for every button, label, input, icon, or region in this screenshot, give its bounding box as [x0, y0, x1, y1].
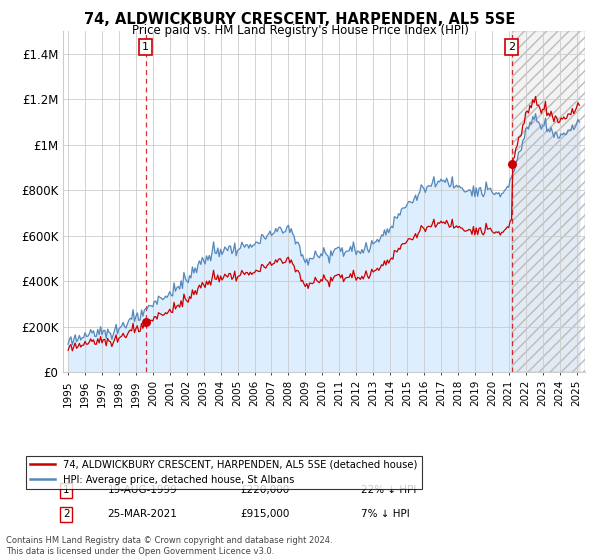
Text: 22% ↓ HPI: 22% ↓ HPI: [361, 486, 416, 495]
Text: Price paid vs. HM Land Registry's House Price Index (HPI): Price paid vs. HM Land Registry's House …: [131, 24, 469, 36]
Text: 25-MAR-2021: 25-MAR-2021: [107, 509, 177, 519]
Point: [507, 160, 517, 169]
Text: £915,000: £915,000: [241, 509, 290, 519]
Legend: 74, ALDWICKBURY CRESCENT, HARPENDEN, AL5 5SE (detached house), HPI: Average pric: 74, ALDWICKBURY CRESCENT, HARPENDEN, AL5…: [26, 456, 422, 489]
Text: 74, ALDWICKBURY CRESCENT, HARPENDEN, AL5 5SE: 74, ALDWICKBURY CRESCENT, HARPENDEN, AL5…: [85, 12, 515, 27]
Point: [141, 318, 151, 327]
Text: £220,000: £220,000: [241, 486, 290, 495]
Text: Contains HM Land Registry data © Crown copyright and database right 2024.
This d: Contains HM Land Registry data © Crown c…: [6, 536, 332, 556]
Text: 1: 1: [142, 42, 149, 52]
Text: 19-AUG-1999: 19-AUG-1999: [107, 486, 177, 495]
Text: 2: 2: [63, 509, 70, 519]
Text: 2: 2: [508, 42, 515, 52]
Text: 1: 1: [63, 486, 70, 495]
Text: 7% ↓ HPI: 7% ↓ HPI: [361, 509, 409, 519]
